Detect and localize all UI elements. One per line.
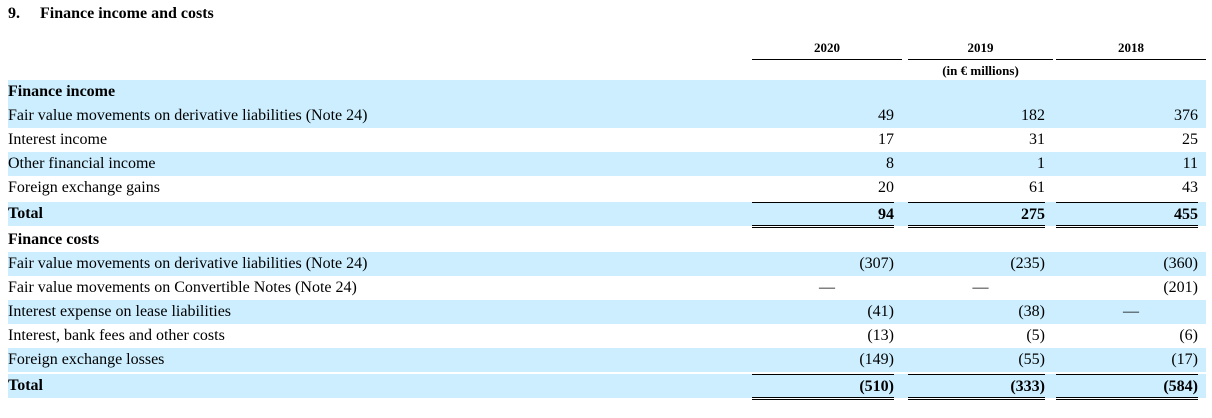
table-row: Fair value movements on Convertible Note… — [8, 276, 1206, 300]
value-2018: (6) — [1179, 327, 1198, 344]
value-2019: (38) — [1018, 303, 1045, 320]
finance-income-total-row: Total 94 275 455 — [8, 202, 1206, 228]
section-title: Finance income and costs — [40, 5, 214, 22]
row-label: Interest expense on lease liabilities — [8, 303, 232, 320]
row-label: Foreign exchange losses — [8, 351, 165, 368]
row-label: Other financial income — [8, 155, 156, 172]
value-2018: 43 — [1182, 179, 1198, 196]
value-2019: (5) — [1026, 327, 1045, 344]
value-2019: 1 — [1037, 155, 1045, 172]
value-2018: — — [1123, 303, 1139, 320]
column-header-2019: 2019 — [908, 40, 1053, 60]
value-2020: — — [819, 279, 835, 296]
table-row: Other financial income 8 1 11 — [8, 152, 1206, 176]
total-2019: 275 — [908, 202, 1045, 228]
value-2020: (307) — [859, 255, 894, 272]
total-2020: 94 — [752, 202, 894, 228]
total-2018: (584) — [1056, 374, 1198, 400]
table-row: Fair value movements on derivative liabi… — [8, 252, 1206, 276]
section-number: 9. — [8, 5, 20, 22]
value-2019: — — [972, 279, 989, 296]
value-2020: (149) — [859, 351, 894, 368]
value-2018: 11 — [1182, 155, 1198, 172]
value-2018: (17) — [1171, 351, 1198, 368]
value-2019: 182 — [1021, 107, 1045, 124]
finance-costs-total-row: Total (510) (333) (584) — [8, 374, 1206, 400]
total-2018: 455 — [1056, 202, 1198, 228]
value-2020: 20 — [878, 179, 894, 196]
total-label: Total — [8, 377, 43, 394]
finance-income-header-row: Finance income — [8, 80, 1206, 104]
value-2019: (55) — [1018, 351, 1045, 368]
table-row: Foreign exchange gains 20 61 43 — [8, 176, 1206, 200]
table-row: Foreign exchange losses (149) (55) (17) — [8, 348, 1206, 372]
row-label: Fair value movements on derivative liabi… — [8, 107, 368, 124]
value-2018: (201) — [1163, 279, 1198, 296]
table-row: Interest expense on lease liabilities (4… — [8, 300, 1206, 324]
value-2020: (41) — [867, 303, 894, 320]
value-2020: 17 — [878, 131, 894, 148]
value-2019: 61 — [1029, 179, 1045, 196]
column-header-2020: 2020 — [752, 40, 902, 60]
section-heading: 9. Finance income and costs — [8, 5, 214, 23]
total-2019: (333) — [908, 374, 1045, 400]
row-label: Interest, bank fees and other costs — [8, 327, 225, 344]
value-2018: (360) — [1163, 255, 1198, 272]
value-2019: (235) — [1010, 255, 1045, 272]
row-label: Fair value movements on Convertible Note… — [8, 279, 357, 296]
total-2020: (510) — [752, 374, 894, 400]
finance-costs-label: Finance costs — [8, 231, 100, 248]
row-label: Foreign exchange gains — [8, 179, 160, 196]
value-2018: 25 — [1182, 131, 1198, 148]
table-row: Interest income 17 31 25 — [8, 128, 1206, 152]
row-label: Fair value movements on derivative liabi… — [8, 255, 368, 272]
value-2019: 31 — [1029, 131, 1045, 148]
value-2018: 376 — [1174, 107, 1198, 124]
unit-label: (in € millions) — [942, 63, 1019, 78]
table-row: Fair value movements on derivative liabi… — [8, 104, 1206, 128]
row-label: Interest income — [8, 131, 108, 148]
table-row: Interest, bank fees and other costs (13)… — [8, 324, 1206, 348]
finance-income-label: Finance income — [8, 83, 116, 100]
total-label: Total — [8, 205, 43, 222]
finance-costs-header-row: Finance costs — [8, 228, 1206, 252]
value-2020: (13) — [867, 327, 894, 344]
column-header-2018: 2018 — [1056, 40, 1206, 60]
value-2020: 49 — [878, 107, 894, 124]
value-2020: 8 — [886, 155, 894, 172]
